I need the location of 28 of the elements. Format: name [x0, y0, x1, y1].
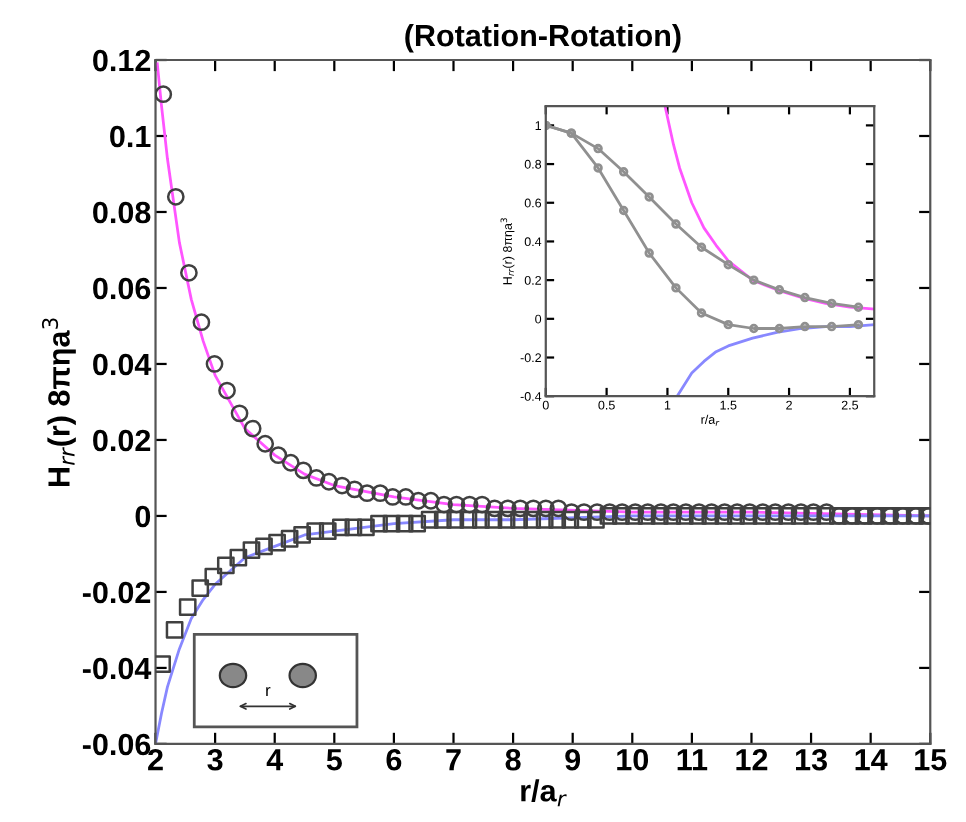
- x-tick-label: 4: [266, 749, 284, 771]
- y-tick-label: -0.02: [82, 581, 151, 604]
- x-tick-label: 12: [736, 748, 768, 771]
- x-tick-label: 3: [207, 748, 223, 771]
- y-tick-label: 0.08: [93, 201, 151, 224]
- y-tick-label: 0.1: [110, 125, 151, 148]
- x-tick-label: 2: [148, 748, 163, 771]
- x-tick-label: 15: [915, 749, 947, 771]
- x-tick-label: 10: [617, 748, 649, 771]
- y-tick-label: 0.06: [93, 277, 151, 300]
- y-tick-label: -0.04: [82, 657, 152, 680]
- y-tick-label: 0: [135, 505, 151, 528]
- y-tick-label: 0.02: [93, 429, 151, 452]
- y-tick-label: 0.12: [93, 49, 151, 72]
- x-tick-label: 6: [386, 748, 402, 771]
- x-tick-label: 14: [855, 749, 888, 771]
- x-axis-title: r/a$_{r}$: [521, 779, 567, 807]
- x-tick-label: 5: [326, 749, 342, 771]
- chart-title: (Rotation-Rotation): [405, 23, 681, 53]
- y-tick-label: 0.04: [93, 353, 152, 376]
- x-tick-label: 7: [446, 749, 461, 771]
- y-tick-label: -0.06: [82, 733, 151, 756]
- x-tick-label: 11: [677, 749, 708, 771]
- y-axis-title: H$_{rr}$(r) 8πηa$^{3}$: [41, 318, 76, 487]
- x-tick-label: 8: [505, 748, 521, 771]
- x-tick-label: 9: [565, 748, 581, 771]
- x-tick-label: 13: [796, 748, 827, 771]
- annotation: r: [266, 687, 271, 696]
